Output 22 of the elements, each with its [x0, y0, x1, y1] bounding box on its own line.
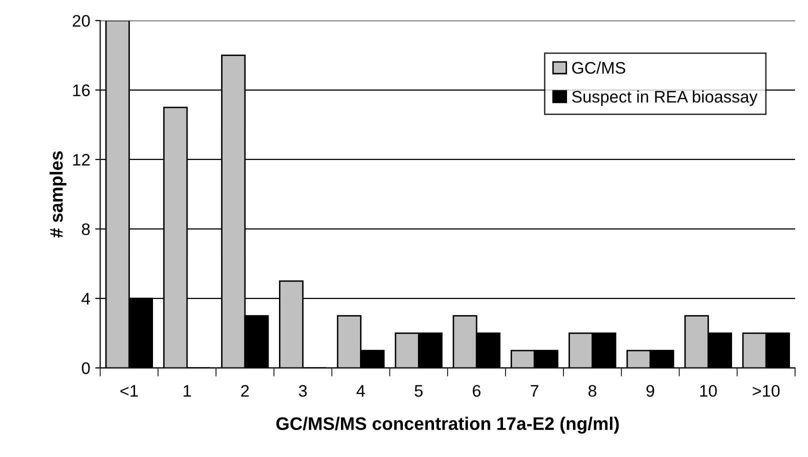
x-tick-label: 7 — [530, 385, 538, 397]
x-tick-label: 1 — [184, 385, 191, 397]
x-tick-label: >10 — [752, 384, 780, 397]
y-tick-label: 4 — [82, 292, 90, 304]
x-tick-label: 8 — [588, 384, 596, 397]
x-tick-label: <1 — [120, 385, 138, 397]
legend-label: GC/MS — [572, 62, 626, 74]
legend-label: Suspect in REA bioassay — [572, 90, 758, 106]
y-axis-title: # samples — [50, 151, 66, 238]
x-tick-label: 9 — [646, 384, 654, 397]
x-tick-label: 10 — [700, 384, 717, 397]
x-tick-label: 3 — [298, 384, 307, 397]
x-axis-title: GC/MS/MS concentration 17a-E2 (ng/ml) — [276, 416, 619, 434]
x-tick-label: 5 — [414, 385, 423, 397]
x-tick-label: 4 — [356, 385, 365, 397]
y-tick-label: 12 — [73, 154, 90, 166]
y-tick-label: 0 — [82, 362, 90, 374]
y-tick-label: 8 — [82, 223, 90, 236]
x-tick-label: 2 — [241, 384, 249, 397]
y-tick-label: 16 — [73, 84, 90, 96]
x-tick-label: 6 — [472, 384, 480, 397]
y-tick-label: 20 — [72, 14, 90, 27]
